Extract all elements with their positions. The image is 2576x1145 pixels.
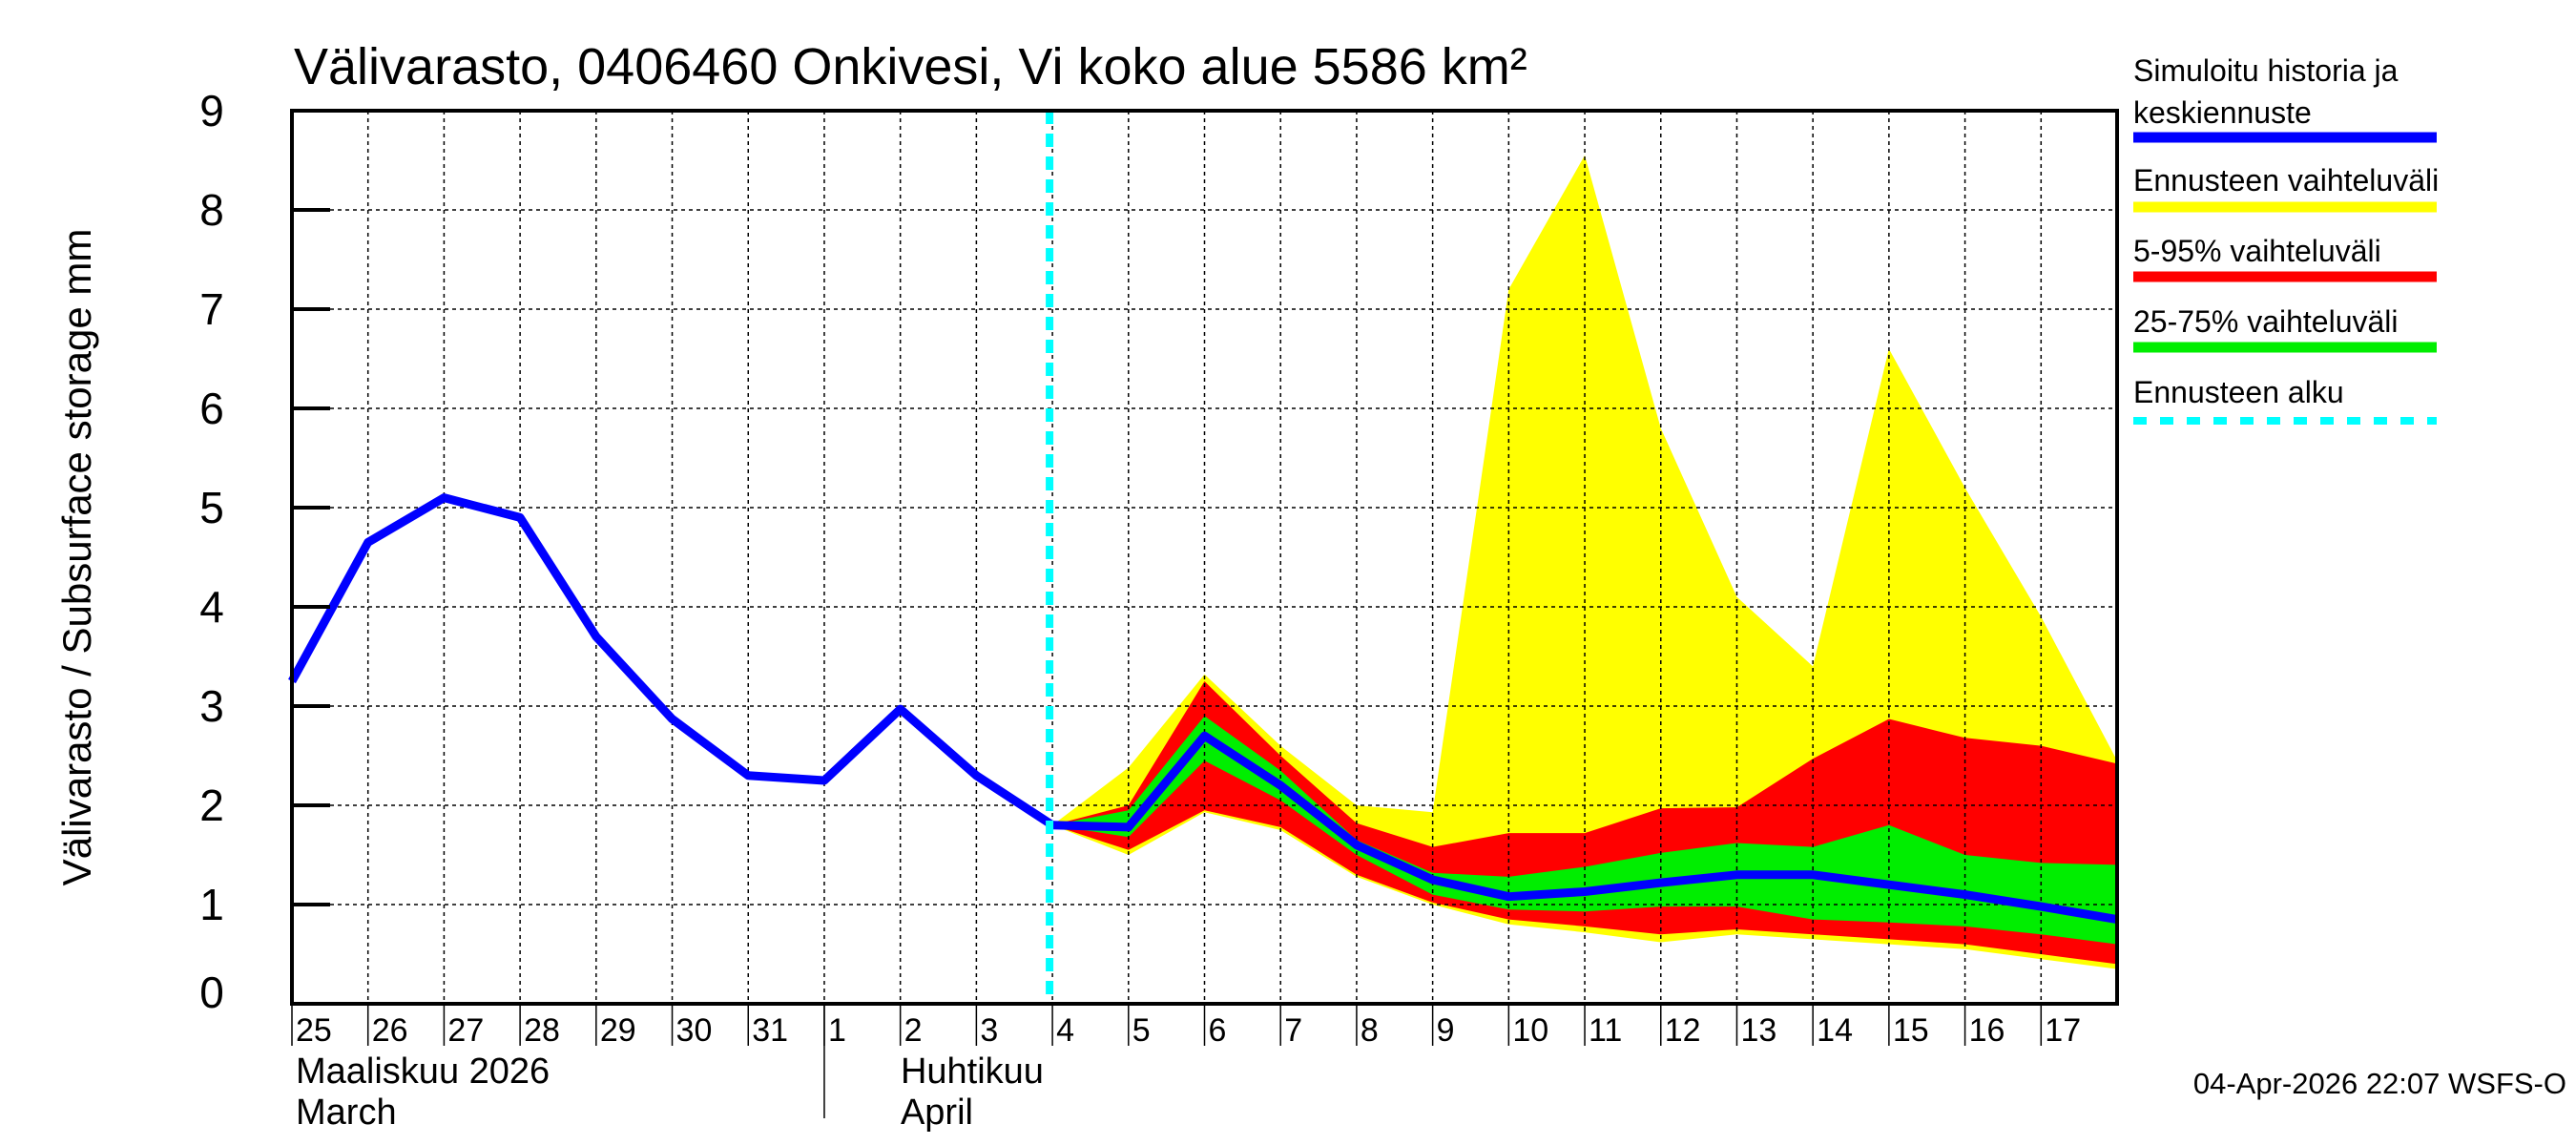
y-tick-label: 4 [199,582,224,632]
y-tick-label: 9 [199,86,224,135]
x-tick-label: 14 [1817,1012,1853,1049]
x-tick-label: 28 [524,1012,560,1049]
y-tick-label: 1 [199,880,224,929]
legend-label: Ennusteen alku [2133,375,2344,409]
band-2 [1052,716,2117,945]
x-tick-label: 25 [296,1012,332,1049]
legend: Simuloitu historia ja keskiennuste Ennuste… [2133,53,2439,425]
x-tick-label: 11 [1589,1012,1622,1049]
x-tick-label: 15 [1893,1012,1929,1049]
x-tick-label: 29 [600,1012,636,1049]
x-tick-label: 2 [904,1012,923,1049]
x-tick-label: 13 [1740,1012,1776,1049]
legend-label: Simuloitu historia ja [2133,53,2399,88]
y-tick-label: 7 [199,284,224,334]
x-tick-label: 4 [1056,1012,1074,1049]
x-tick-label: 5 [1132,1012,1151,1049]
x-tick-label: 7 [1284,1012,1302,1049]
x-tick-label: 1 [828,1012,846,1049]
x-tick-label: 3 [980,1012,998,1049]
x-tick-label: 6 [1209,1012,1227,1049]
x-tick-label: 26 [372,1012,408,1049]
y-axis-label: Välivarasto / Subsurface storage mm [54,229,99,886]
forecast-median-line [1051,731,2118,925]
month-label-fi: Maaliskuu 2026 [296,1051,550,1092]
month-label-fi: Huhtikuu [901,1051,1044,1092]
history-line [288,493,1055,829]
x-tick-label: 31 [752,1012,788,1049]
legend-label: 5-95% vaihteluväli [2133,234,2381,268]
x-tick-label: 9 [1437,1012,1455,1049]
x-tick-label: 17 [2045,1012,2081,1049]
x-tick-label: 10 [1512,1012,1548,1049]
legend-label: Ennusteen vaihteluväli [2133,163,2439,198]
y-tick-label: 5 [199,483,224,532]
month-label-en: March [296,1093,397,1133]
x-tick-label: 16 [1969,1012,2005,1049]
x-tick-label: 27 [447,1012,484,1049]
y-tick-label: 3 [199,681,224,731]
chart-title: Välivarasto, 0406460 Onkivesi, Vi koko a… [294,38,1527,95]
legend-label: keskiennuste [2133,95,2312,130]
y-tick-label: 2 [199,781,224,830]
y-tick-label: 0 [199,968,224,1017]
series-lines [288,111,2118,1004]
y-tick-label: 6 [199,384,224,433]
x-tick-label: 8 [1361,1012,1379,1049]
legend-label: 25-75% vaihteluväli [2133,304,2399,339]
x-tick-label: 12 [1665,1012,1701,1049]
footer-timestamp: 04-Apr-2026 22:07 WSFS-O [2193,1067,2566,1100]
y-tick-label: 8 [199,185,224,235]
month-label-en: April [901,1093,973,1133]
x-tick-label: 30 [676,1012,713,1049]
